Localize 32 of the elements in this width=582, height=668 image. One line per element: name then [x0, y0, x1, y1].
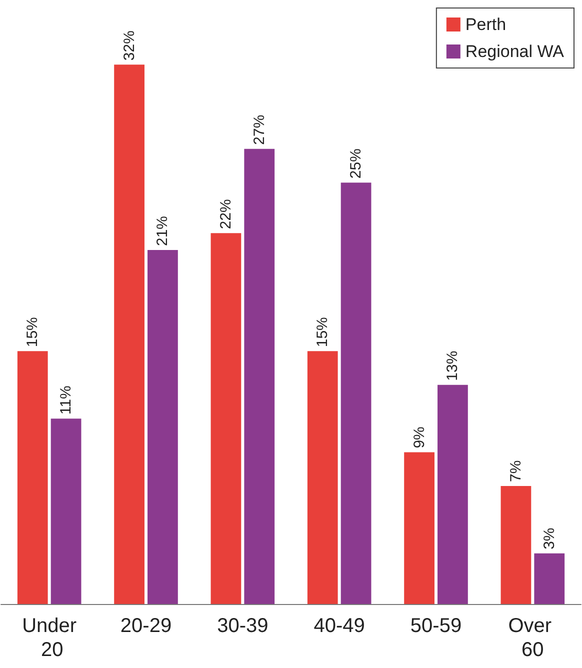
- data-label: 15%: [24, 317, 42, 348]
- legend-label: Regional WA: [465, 42, 565, 61]
- data-label: 22%: [217, 199, 234, 230]
- data-label: 21%: [154, 216, 172, 246]
- bar: [210, 233, 242, 604]
- x-tick-label: 30-39: [217, 615, 268, 637]
- data-label: 7%: [507, 460, 524, 482]
- x-tick-label: Over 60: [508, 615, 558, 661]
- x-tick-label: 20-29: [120, 615, 172, 637]
- data-label: 9%: [410, 426, 428, 448]
- legend-label: Perth: [465, 15, 506, 34]
- bar: [244, 148, 275, 604]
- x-tick-label: 50-59: [410, 615, 462, 637]
- data-label: 25%: [348, 148, 365, 179]
- data-label: 11%: [58, 386, 75, 415]
- data-label: 13%: [444, 350, 462, 381]
- data-label: 3%: [540, 528, 558, 550]
- bar: [500, 486, 532, 604]
- bar: [114, 64, 144, 604]
- bar: [340, 182, 372, 604]
- bar: [534, 553, 565, 604]
- bar: [148, 250, 178, 604]
- x-tick-label: 40-49: [314, 615, 365, 637]
- bar: [307, 351, 338, 604]
- bar: [438, 384, 468, 604]
- bar: [17, 351, 48, 604]
- x-tick-label: Under 20: [22, 615, 77, 661]
- data-label: 27%: [250, 114, 268, 145]
- data-label: 15%: [314, 317, 332, 348]
- bar: [404, 452, 434, 604]
- bar: [50, 418, 82, 604]
- data-label: 32%: [120, 30, 138, 61]
